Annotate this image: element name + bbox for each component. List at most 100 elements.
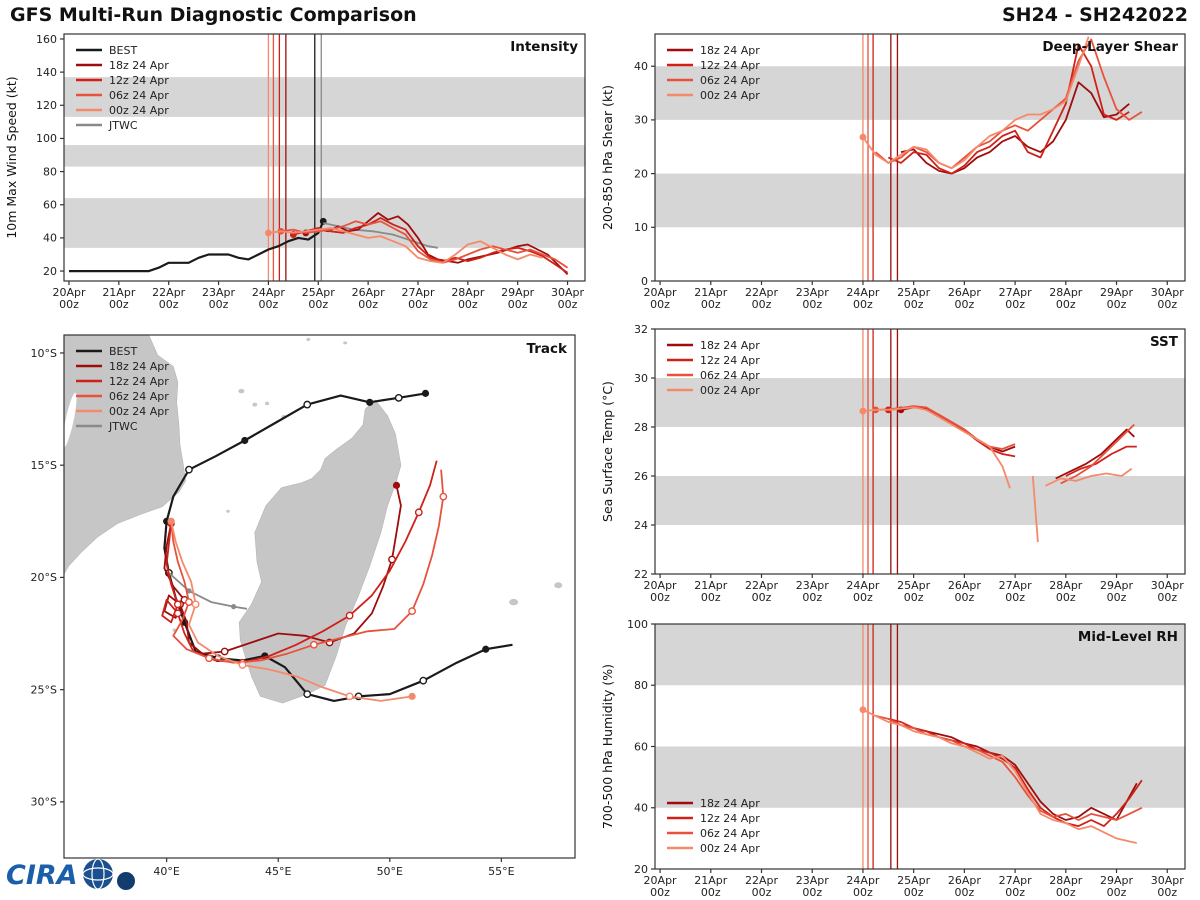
- shear-title: Deep-Layer Shear: [1042, 39, 1178, 55]
- x-tick-label: 26Apr: [948, 286, 982, 299]
- x-tick-label: 22Apr: [152, 286, 186, 299]
- cira-logo-graphic: CIRA: [6, 858, 135, 891]
- x-tick-label: 24Apr: [846, 579, 880, 592]
- x-tick-sublabel: 00z: [853, 886, 873, 899]
- x-tick-sublabel: 00z: [209, 298, 229, 311]
- sst-ylabel: Sea Surface Temp (°C): [600, 381, 615, 522]
- x-tick-label: 20Apr: [644, 874, 678, 887]
- x-tick-label: 20Apr: [52, 286, 86, 299]
- x-tick-sublabel: 00z: [1107, 591, 1127, 604]
- plot-frame: [654, 328, 1186, 575]
- y-tick-label: 60: [43, 199, 57, 212]
- x-tick-sublabel: 00z: [904, 886, 924, 899]
- x-tick-label: 24Apr: [846, 286, 880, 299]
- track-point-open: [173, 609, 182, 618]
- category-band: [64, 77, 585, 117]
- x-tick-label: 28Apr: [1049, 286, 1083, 299]
- legend-label-r18: 18z 24 Apr: [700, 797, 760, 810]
- x-tick-sublabel: 00z: [954, 886, 974, 899]
- track-point-open: [414, 508, 423, 517]
- x-tick-label: 30Apr: [1151, 579, 1185, 592]
- legend-label-r18: 18z 24 Apr: [109, 360, 169, 373]
- x-tick-sublabel: 00z: [701, 298, 721, 311]
- y-tick-label: 60: [634, 740, 648, 753]
- x-tick-sublabel: 00z: [802, 591, 822, 604]
- plot-frame: [654, 33, 1186, 282]
- legend-label-r00: 00z 24 Apr: [109, 405, 169, 418]
- y-tick-label: 30: [634, 114, 648, 127]
- sst-start-dot-r00: [859, 407, 867, 415]
- rh-panel: 2040608010020Apr00z21Apr00z22Apr00z23Apr…: [600, 618, 1186, 899]
- x-tick-label: 29Apr: [501, 286, 535, 299]
- track-point-open: [220, 647, 229, 656]
- legend-label-r12: 12z 24 Apr: [109, 375, 169, 388]
- shear-series-r18: [900, 81, 1130, 175]
- lat-tick-label: 30°S: [31, 796, 57, 809]
- x-tick-sublabel: 00z: [853, 298, 873, 311]
- y-tick-label: 40: [43, 232, 57, 245]
- sst-panel: 22242628303220Apr00z21Apr00z22Apr00z23Ap…: [600, 323, 1186, 604]
- island: [509, 598, 519, 606]
- y-tick-label: 40: [634, 60, 648, 73]
- rh-title: Mid-Level RH: [1078, 629, 1178, 645]
- intensity-ylabel: 10m Max Wind Speed (kt): [4, 76, 19, 238]
- x-tick-label: 30Apr: [1151, 286, 1185, 299]
- x-tick-sublabel: 00z: [408, 298, 428, 311]
- y-tick-label: 24: [634, 519, 648, 532]
- x-tick-label: 26Apr: [948, 874, 982, 887]
- rh-series-r12: [888, 718, 1143, 827]
- x-tick-label: 29Apr: [1100, 874, 1134, 887]
- x-tick-sublabel: 00z: [458, 298, 478, 311]
- x-tick-sublabel: 00z: [802, 886, 822, 899]
- legend-label-r18: 18z 24 Apr: [700, 339, 760, 352]
- x-tick-label: 20Apr: [644, 286, 678, 299]
- track-point-filled: [230, 604, 237, 610]
- x-tick-sublabel: 00z: [650, 298, 670, 311]
- x-tick-sublabel: 00z: [159, 298, 179, 311]
- island: [226, 509, 230, 513]
- x-tick-sublabel: 00z: [1005, 298, 1025, 311]
- x-tick-label: 28Apr: [1049, 579, 1083, 592]
- x-tick-sublabel: 00z: [259, 298, 279, 311]
- intensity-series-r12: [293, 217, 569, 274]
- y-tick-label: 20: [43, 265, 57, 278]
- x-tick-sublabel: 00z: [558, 298, 578, 311]
- legend-label-r06: 06z 24 Apr: [700, 827, 760, 840]
- x-tick-label: 29Apr: [1100, 579, 1134, 592]
- legend-label-best: BEST: [109, 44, 137, 57]
- x-tick-sublabel: 00z: [1005, 886, 1025, 899]
- y-tick-label: 20: [634, 863, 648, 876]
- category-band: [655, 173, 1185, 228]
- legend-label-r12: 12z 24 Apr: [700, 812, 760, 825]
- x-tick-sublabel: 00z: [752, 886, 772, 899]
- plot-frame: [63, 334, 576, 859]
- x-tick-label: 21Apr: [102, 286, 136, 299]
- x-tick-label: 27Apr: [999, 874, 1033, 887]
- track-jtwc: [168, 572, 248, 610]
- legend-label-r06: 06z 24 Apr: [109, 89, 169, 102]
- x-tick-label: 30Apr: [1151, 874, 1185, 887]
- intensity-series-r00: [268, 227, 543, 264]
- x-tick-sublabel: 00z: [109, 298, 129, 311]
- legend-label-jtwc: JTWC: [108, 420, 138, 433]
- y-tick-label: 80: [43, 165, 57, 178]
- lat-tick-label: 10°S: [31, 347, 57, 360]
- track-panel: 40°E 45°E 50°E 55°E 10°S 15°S 20°S 25°S 30°S Trac…: [31, 334, 576, 878]
- cira-logo-text: CIRA: [6, 860, 78, 891]
- track-point-filled: [482, 645, 490, 653]
- x-tick-label: 24Apr: [252, 286, 286, 299]
- x-tick-label: 23Apr: [202, 286, 236, 299]
- y-tick-label: 22: [634, 568, 648, 581]
- legend-label-r12: 12z 24 Apr: [700, 59, 760, 72]
- x-tick-label: 25Apr: [897, 579, 931, 592]
- track-point-open: [419, 676, 428, 685]
- y-tick-label: 40: [634, 802, 648, 815]
- x-tick-label: 25Apr: [897, 286, 931, 299]
- track-point-open: [310, 640, 318, 649]
- y-tick-label: 120: [36, 99, 57, 112]
- category-band: [655, 66, 1185, 120]
- x-tick-label: 22Apr: [745, 286, 779, 299]
- intensity-start-dot-r00: [265, 229, 272, 237]
- x-tick-label: 23Apr: [796, 874, 830, 887]
